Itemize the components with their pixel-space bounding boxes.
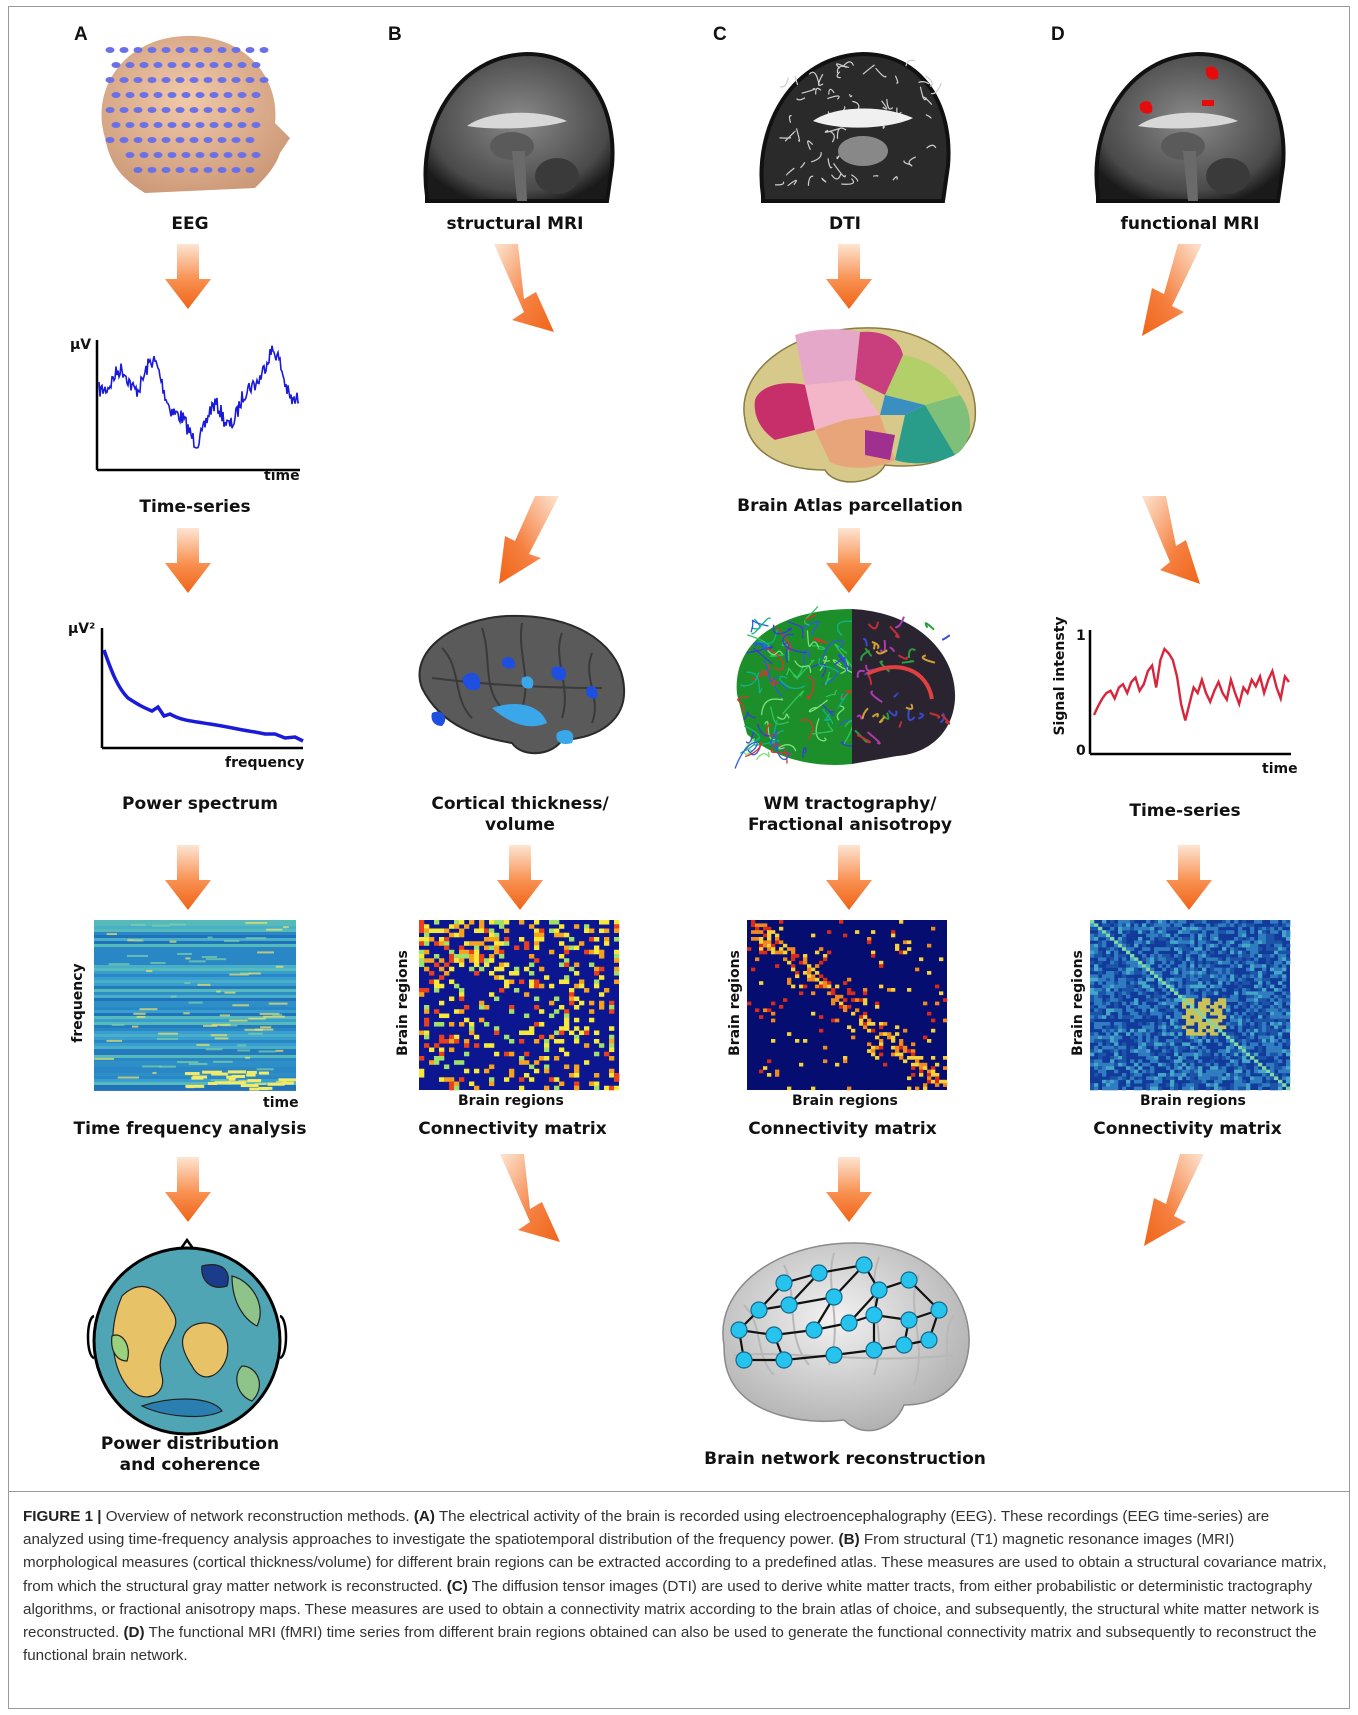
topomap-title-1: Power distribution [100,1434,280,1454]
eeg-timeseries-plot [95,340,300,472]
brain-atlas-image [743,327,977,483]
tract-title-1: WM tractography/ [763,794,937,814]
figure-frame [8,6,1350,1709]
arrow-down [165,528,211,593]
panel-letter-a: A [74,24,88,45]
dti-image [759,51,951,203]
b-matrix-xlabel: Brain regions [458,1093,564,1109]
panel-letter-c: C [713,24,727,45]
topomap-head [86,1237,288,1436]
caption-d-label: (D) [123,1624,145,1642]
arrow-down [826,528,872,593]
dti-label: DTI [828,214,862,234]
eeg-timeseries-title: Time-series [139,497,251,517]
tract-title-2: Fractional anisotropy [747,815,953,835]
spectrum-ylabel: µV² [68,621,96,637]
arrow-diag-down-right [494,244,554,332]
fmri-ytick-1: 1 [1076,628,1086,644]
caption-separator [8,1491,1350,1492]
caption-c-text: The diffusion tensor images (DTI) are us… [23,1577,1320,1642]
panel-letter-d: D [1051,24,1065,45]
d-matrix-ylabel: Brain regions [1070,950,1086,1056]
c-connectivity-matrix [747,920,948,1091]
brain-network-image [722,1242,970,1432]
cortical-thickness-brain [418,614,626,755]
d-connectivity-matrix [1090,920,1291,1091]
arrow-diag-down-left [499,496,559,584]
network-title: Brain network reconstruction [704,1449,986,1469]
fmri-ylabel: Signal intensty [1052,616,1068,736]
power-spectrum-plot [100,628,304,750]
structural-mri-label: structural MRI [446,214,584,234]
functional-mri-image [1094,51,1286,203]
caption-b-text: From structural (T1) magnetic resonance … [23,1531,1327,1595]
b-matrix-title: Connectivity matrix [418,1119,607,1139]
c-matrix-xlabel: Brain regions [792,1093,898,1109]
caption-c-label: (C) [446,1577,468,1595]
caption-a-text: The electrical activity of the brain is … [23,1508,1270,1549]
caption-b-label: (B) [838,1531,860,1549]
functional-mri-label: functional MRI [1120,214,1260,234]
arrow-diag-down-right [1142,496,1200,584]
arrow-diag-down-left [1144,1154,1204,1246]
tfa-title: Time frequency analysis [73,1119,307,1139]
arrow-down [497,845,543,910]
caption-figure-label: FIGURE 1 | [23,1508,102,1525]
b-matrix-ylabel: Brain regions [395,950,411,1056]
eeg-label: EEG [171,214,209,234]
arrow-down [826,845,872,910]
power-spectrum-title: Power spectrum [122,794,278,814]
cortical-title-1: Cortical thickness/ [431,794,609,814]
arrow-diag-down-left [1142,244,1202,336]
b-connectivity-matrix [419,920,620,1091]
eeg-xlabel: time [264,468,300,484]
fmri-timeseries-plot [1088,630,1291,756]
arrow-down [1166,845,1212,910]
d-matrix-title: Connectivity matrix [1093,1119,1282,1139]
cortical-title-2: volume [485,815,555,835]
fmri-xlabel: time [1262,761,1298,777]
fmri-ytick-0: 0 [1076,743,1086,759]
arrow-down [826,244,872,309]
arrow-down [826,1157,872,1222]
d-matrix-xlabel: Brain regions [1140,1093,1246,1109]
arrow-down [165,845,211,910]
panel-letter-b: B [388,24,402,45]
structural-mri-image [423,51,615,203]
topomap-title-2: and coherence [119,1455,261,1475]
tfa-ylabel: frequency [70,963,86,1043]
tractography-image [734,605,956,769]
eeg-ylabel: µV [70,337,92,353]
caption-a-label: (A) [413,1508,435,1525]
caption-d-text: The functional MRI (fMRI) time series fr… [23,1624,1317,1665]
arrow-down [165,1157,211,1222]
c-matrix-title: Connectivity matrix [748,1119,937,1139]
tfa-xlabel: time [263,1095,299,1111]
arrow-diag-down-right [500,1154,560,1242]
caption-intro: Overview of network reconstruction metho… [101,1508,414,1525]
tfa-heatmap [94,920,297,1091]
arrow-down [165,244,211,309]
eeg-head-image [101,35,290,193]
figure-caption: FIGURE 1 | Overview of network reconstru… [23,1505,1333,1667]
atlas-title: Brain Atlas parcellation [737,496,963,516]
c-matrix-ylabel: Brain regions [727,950,743,1056]
spectrum-xlabel: frequency [225,755,305,771]
fmri-timeseries-title: Time-series [1129,801,1241,821]
